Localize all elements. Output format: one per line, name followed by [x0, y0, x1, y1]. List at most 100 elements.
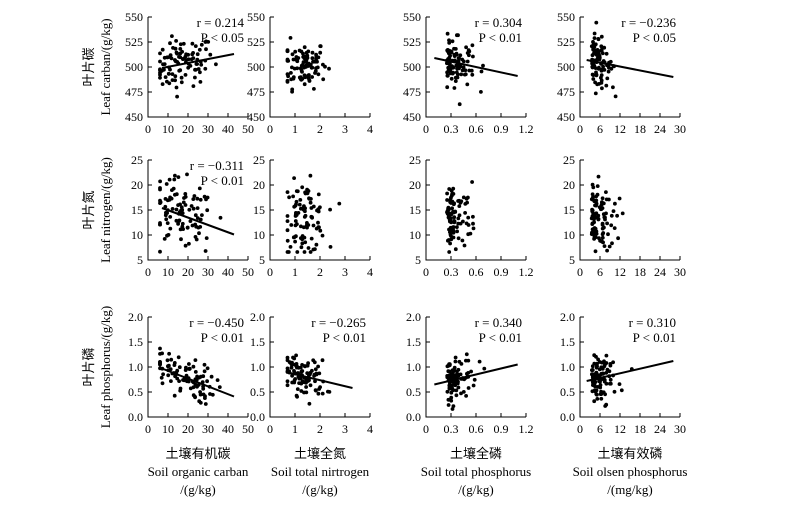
data-point	[452, 202, 456, 206]
data-point	[600, 239, 604, 244]
data-point	[164, 217, 169, 222]
data-point	[285, 366, 290, 371]
x-tick-label: 40	[222, 265, 234, 279]
data-point	[210, 392, 215, 397]
data-point	[183, 243, 188, 248]
data-point	[293, 223, 298, 228]
x-tick-label: 40	[222, 122, 234, 136]
data-point	[459, 72, 464, 77]
data-point	[455, 225, 459, 230]
data-point	[174, 192, 179, 197]
data-point	[310, 75, 314, 79]
y-tick-label: 0.0	[128, 410, 143, 424]
data-point	[315, 59, 319, 64]
data-point	[293, 49, 298, 54]
data-point	[177, 365, 182, 370]
data-point	[294, 353, 298, 358]
data-point	[193, 370, 198, 374]
data-point	[452, 382, 457, 387]
data-point	[302, 250, 307, 254]
x-tick-label: 0	[145, 122, 151, 136]
data-point	[174, 39, 179, 43]
data-point	[310, 215, 314, 220]
data-point	[204, 197, 208, 202]
data-point	[471, 383, 476, 388]
col-label-en: Soil organic carban	[148, 464, 249, 479]
data-point	[445, 198, 449, 202]
p-value-label: P < 0.01	[633, 330, 676, 345]
data-point	[294, 199, 299, 204]
data-point	[160, 82, 165, 86]
x-tick-label: 10	[162, 422, 174, 436]
data-point	[608, 381, 612, 386]
x-tick-label: 3	[342, 265, 348, 279]
data-point	[447, 250, 452, 254]
data-point	[176, 222, 181, 226]
data-point	[195, 196, 200, 201]
data-point	[205, 379, 210, 384]
data-point	[327, 66, 331, 71]
data-point	[292, 235, 297, 240]
x-tick-label: 6	[597, 122, 603, 136]
col-label-en: Soil olsen phosphorus	[573, 464, 688, 479]
data-point	[205, 366, 210, 371]
data-point	[183, 73, 188, 77]
data-point	[455, 75, 460, 80]
x-tick-label: 3	[342, 122, 348, 136]
data-point	[591, 77, 596, 81]
data-point	[469, 369, 473, 374]
data-point	[455, 369, 459, 374]
data-point	[184, 52, 189, 57]
data-point	[452, 215, 457, 220]
data-point	[191, 364, 196, 369]
data-point	[289, 365, 294, 370]
data-point	[459, 391, 463, 396]
data-point	[293, 219, 298, 223]
data-point	[192, 194, 197, 198]
data-point	[297, 381, 301, 385]
data-point	[290, 373, 294, 378]
data-point	[596, 213, 601, 218]
data-point	[300, 69, 304, 74]
data-point	[172, 177, 177, 182]
data-point	[470, 72, 475, 77]
x-tick-label: 4	[367, 422, 373, 436]
x-tick-label: 18	[634, 422, 646, 436]
data-point	[199, 62, 204, 67]
data-point	[590, 207, 594, 212]
x-tick-label: 1.2	[519, 122, 534, 136]
row-label-zh: 叶片磷	[81, 347, 96, 386]
x-tick-label: 50	[242, 122, 254, 136]
data-point	[181, 57, 185, 61]
y-tick-label: 500	[403, 60, 421, 74]
data-point	[471, 214, 475, 219]
data-point	[590, 65, 595, 70]
data-point	[178, 68, 183, 73]
x-tick-label: 0	[423, 422, 429, 436]
data-point	[450, 64, 454, 69]
data-point	[447, 41, 452, 45]
x-tick-label: 50	[242, 422, 254, 436]
data-point	[191, 206, 196, 211]
x-tick-label: 2	[317, 122, 323, 136]
y-tick-label: 0.0	[560, 410, 575, 424]
data-point	[204, 47, 208, 52]
data-point	[451, 404, 456, 408]
data-point	[166, 71, 171, 76]
y-tick-label: 550	[247, 10, 265, 24]
x-tick-label: 30	[674, 265, 686, 279]
data-point	[184, 58, 189, 62]
x-tick-label: 20	[182, 265, 194, 279]
data-point	[306, 62, 311, 67]
x-tick-label: 0.9	[494, 122, 509, 136]
data-point	[602, 225, 606, 230]
data-point	[295, 250, 300, 254]
data-point	[454, 388, 459, 393]
data-point	[608, 362, 613, 366]
x-tick-label: 40	[222, 422, 234, 436]
y-tick-label: 20	[409, 178, 421, 192]
row-label-en: Leaf phosphorus/(g/kg)	[98, 306, 113, 428]
data-point	[316, 220, 320, 225]
data-point	[195, 62, 200, 66]
